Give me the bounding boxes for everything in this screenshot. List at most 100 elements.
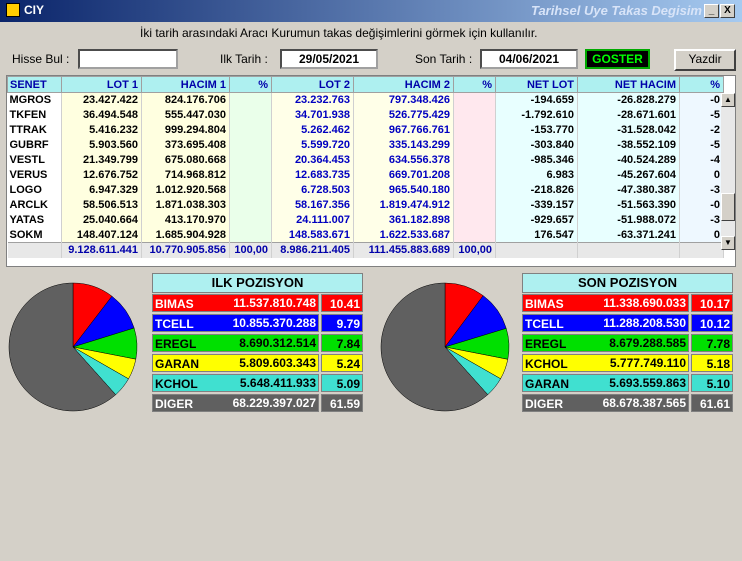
- position-name: EREGL: [152, 334, 319, 352]
- column-header[interactable]: %: [229, 76, 272, 93]
- hisse-input[interactable]: [78, 49, 178, 69]
- position-percent: 7.84: [321, 334, 363, 352]
- table-cell: 34.701.938: [271, 107, 354, 123]
- position-value: 11.537.810.748: [233, 296, 316, 310]
- column-header[interactable]: HACIM 2: [353, 76, 454, 93]
- table-row[interactable]: MGROS 23.427.422 824.176.706 23.232.763 797.…: [7, 92, 724, 108]
- column-header[interactable]: %: [679, 76, 724, 93]
- column-header[interactable]: LOT 1: [61, 76, 142, 93]
- table-cell: 24.111.007: [271, 212, 354, 228]
- position-name: KCHOL: [152, 374, 319, 392]
- table-cell: 555.447.030: [141, 107, 230, 123]
- table-row[interactable]: VERUS 12.676.752 714.968.812 12.683.735 669.…: [7, 167, 724, 183]
- position-value: 8.690.312.514: [239, 336, 316, 350]
- table-cell: LOGO: [7, 182, 62, 198]
- table-cell: 335.143.299: [353, 137, 454, 153]
- table-row[interactable]: ARCLK 58.506.513 1.871.038.303 58.167.356 1.…: [7, 197, 724, 213]
- table-row[interactable]: VESTL 21.349.799 675.080.668 20.364.453 634.…: [7, 152, 724, 168]
- table-cell: -4: [679, 152, 724, 168]
- table-cell: 12.676.752: [61, 167, 142, 183]
- table-cell: ARCLK: [7, 197, 62, 213]
- column-header[interactable]: NET LOT: [495, 76, 578, 93]
- table-cell: [229, 137, 272, 153]
- table-cell: [453, 152, 496, 168]
- table-cell: -51.563.390: [577, 197, 680, 213]
- table-row[interactable]: TTRAK 5.416.232 999.294.804 5.262.462 967.76…: [7, 122, 724, 138]
- scroll-thumb[interactable]: [721, 193, 735, 221]
- table-row[interactable]: TKFEN 36.494.548 555.447.030 34.701.938 526.…: [7, 107, 724, 123]
- position-value: 68.678.387.565: [602, 396, 686, 410]
- total-cell: 10.770.905.856: [141, 242, 230, 258]
- scroll-up-arrow-icon[interactable]: ▲: [721, 93, 735, 107]
- table-cell: -26.828.279: [577, 92, 680, 108]
- table-cell: 5.416.232: [61, 122, 142, 138]
- table-cell: -5: [679, 107, 724, 123]
- table-cell: -218.826: [495, 182, 578, 198]
- table-cell: SOKM: [7, 227, 62, 243]
- column-header[interactable]: LOT 2: [271, 76, 354, 93]
- position-percent: 7.78: [691, 334, 733, 352]
- column-header[interactable]: NET HACIM: [577, 76, 680, 93]
- position-row: EREGL 8.679.288.585 7.78: [522, 334, 733, 352]
- table-cell: 1.819.474.912: [353, 197, 454, 213]
- position-name: DIGER: [522, 394, 689, 412]
- table-cell: 669.701.208: [353, 167, 454, 183]
- column-header[interactable]: SENET: [7, 76, 62, 93]
- table-cell: 23.427.422: [61, 92, 142, 108]
- table-cell: [453, 227, 496, 243]
- position-row: TCELL 11.288.208.530 10.12: [522, 314, 733, 332]
- ilk-pozisyon-pie-chart: [8, 282, 138, 412]
- column-header[interactable]: HACIM 1: [141, 76, 230, 93]
- table-cell: 1.622.533.687: [353, 227, 454, 243]
- table-row[interactable]: YATAS 25.040.664 413.170.970 24.111.007 361.…: [7, 212, 724, 228]
- table-cell: -985.346: [495, 152, 578, 168]
- table-cell: [229, 227, 272, 243]
- position-name: DIGER: [152, 394, 319, 412]
- son-tarih-input[interactable]: 04/06/2021: [480, 49, 578, 69]
- table-cell: -339.157: [495, 197, 578, 213]
- pie-slice: [380, 282, 489, 412]
- minimize-button[interactable]: _: [704, 4, 719, 18]
- table-row[interactable]: SOKM 148.407.124 1.685.904.928 148.583.671 1…: [7, 227, 724, 243]
- table-cell: -1.792.610: [495, 107, 578, 123]
- hisse-label: Hisse Bul :: [12, 52, 70, 66]
- position-value: 5.648.411.933: [239, 376, 316, 390]
- total-cell: 100,00: [229, 242, 272, 258]
- total-cell: [577, 242, 680, 258]
- position-value: 5.809.603.343: [239, 356, 316, 370]
- table-cell: 5.599.720: [271, 137, 354, 153]
- table-cell: TTRAK: [7, 122, 62, 138]
- total-cell: [679, 242, 724, 258]
- table-cell: [229, 182, 272, 198]
- table-cell: [453, 212, 496, 228]
- column-header[interactable]: %: [453, 76, 496, 93]
- table-row[interactable]: LOGO 6.947.329 1.012.920.568 6.728.503 965.5…: [7, 182, 724, 198]
- position-row: DIGER 68.678.387.565 61.61: [522, 394, 733, 412]
- table-cell: 58.506.513: [61, 197, 142, 213]
- grid-scrollbar[interactable]: ▲ ▼: [721, 93, 735, 250]
- close-button[interactable]: X: [720, 4, 735, 18]
- table-cell: -929.657: [495, 212, 578, 228]
- table-cell: -38.552.109: [577, 137, 680, 153]
- table-cell: MGROS: [7, 92, 62, 108]
- table-row[interactable]: GUBRF 5.903.560 373.695.408 5.599.720 335.14…: [7, 137, 724, 153]
- ilk-tarih-input[interactable]: 29/05/2021: [280, 49, 378, 69]
- position-row: BIMAS 11.338.690.033 10.17: [522, 294, 733, 312]
- yazdir-button[interactable]: Yazdir: [674, 49, 736, 71]
- position-name: BIMAS: [522, 294, 689, 312]
- goster-button[interactable]: GOSTER: [585, 49, 650, 69]
- position-row: GARAN 5.693.559.863 5.10: [522, 374, 733, 392]
- position-value: 68.229.397.027: [232, 396, 316, 410]
- position-name: GARAN: [152, 354, 319, 372]
- table-cell: GUBRF: [7, 137, 62, 153]
- table-cell: [453, 182, 496, 198]
- table-cell: 5.262.462: [271, 122, 354, 138]
- table-cell: 965.540.180: [353, 182, 454, 198]
- position-row: KCHOL 5.777.749.110 5.18: [522, 354, 733, 372]
- position-percent: 9.79: [321, 314, 363, 332]
- position-percent: 61.59: [321, 394, 363, 412]
- table-cell: VESTL: [7, 152, 62, 168]
- table-cell: 148.407.124: [61, 227, 142, 243]
- scroll-down-arrow-icon[interactable]: ▼: [721, 236, 735, 250]
- table-cell: YATAS: [7, 212, 62, 228]
